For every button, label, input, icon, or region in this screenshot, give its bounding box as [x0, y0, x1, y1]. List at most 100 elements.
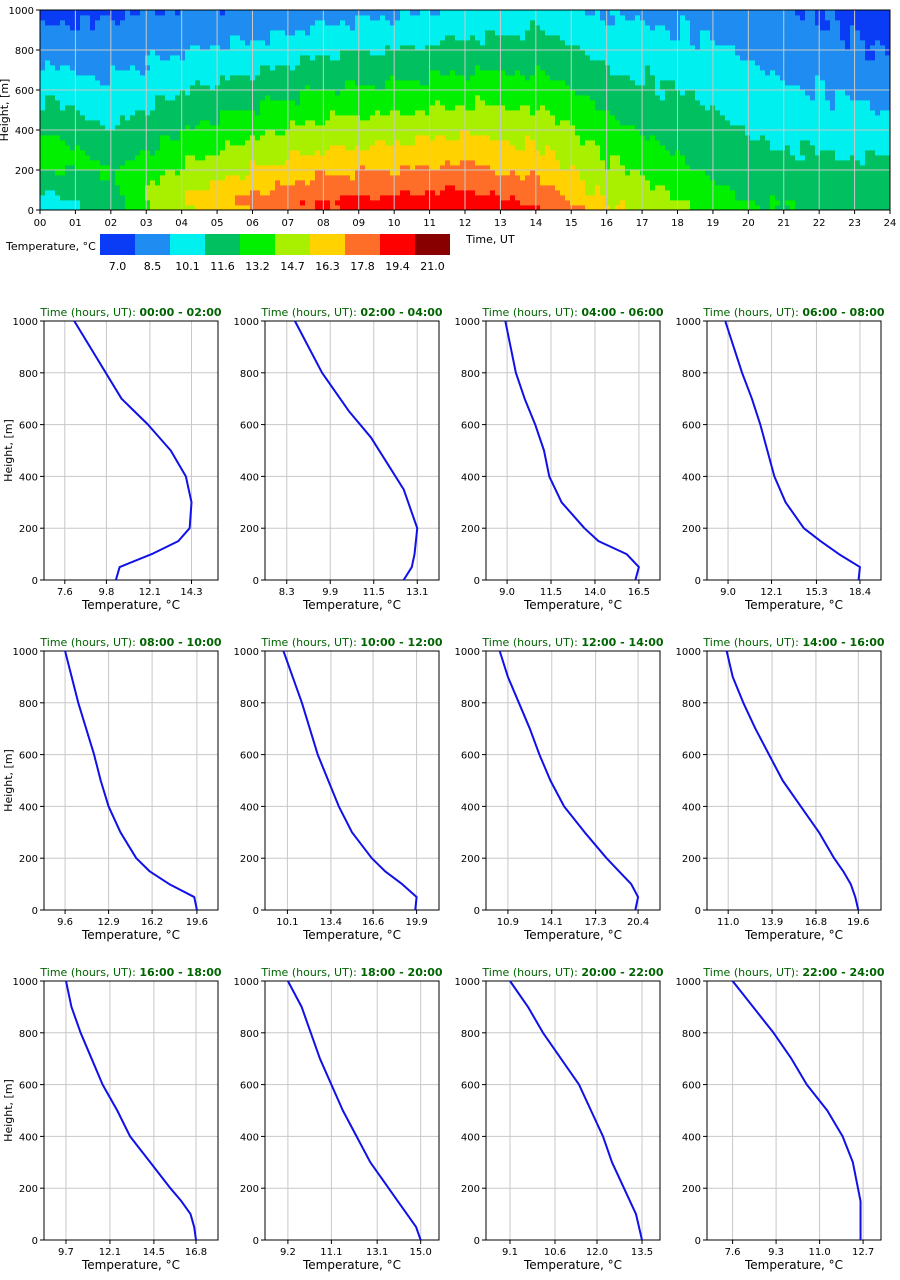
heatmap-cell	[75, 160, 81, 166]
heatmap-cell	[430, 115, 436, 121]
heatmap-cell	[430, 35, 436, 41]
heatmap-cell	[370, 160, 376, 166]
heatmap-cell	[480, 90, 486, 96]
heatmap-cell	[595, 40, 601, 46]
heatmap-cell	[85, 85, 91, 91]
heatmap-cell	[590, 160, 596, 166]
heatmap-cell	[510, 25, 516, 31]
heatmap-cell	[570, 10, 576, 16]
heatmap-cell	[275, 60, 281, 66]
heatmap-cell	[415, 95, 421, 101]
heatmap-cell	[220, 80, 226, 86]
heatmap-cell	[140, 120, 146, 126]
heatmap-cell	[495, 20, 501, 26]
heatmap-cell	[225, 190, 231, 196]
heatmap-cell	[155, 60, 161, 66]
heatmap-cell	[265, 120, 271, 126]
heatmap-cell	[630, 60, 636, 66]
heatmap-cell	[575, 180, 581, 186]
heatmap-cell	[165, 30, 171, 36]
heatmap-cell	[150, 180, 156, 186]
heatmap-cell	[435, 125, 441, 131]
heatmap-cell	[100, 185, 106, 191]
heatmap-cell	[185, 140, 191, 146]
heatmap-cell	[135, 105, 141, 111]
heatmap-cell	[485, 95, 491, 101]
heatmap-cell	[255, 20, 261, 26]
heatmap-cell	[390, 125, 396, 131]
heatmap-cell	[650, 75, 656, 81]
heatmap-cell	[200, 100, 206, 106]
heatmap-cell	[625, 175, 631, 181]
heatmap-cell	[405, 120, 411, 126]
heatmap-cell	[395, 85, 401, 91]
heatmap-cell	[365, 25, 371, 31]
heatmap-cell	[185, 145, 191, 151]
heatmap-cell	[470, 130, 476, 136]
heatmap-cell	[335, 155, 341, 161]
heatmap-cell	[430, 25, 436, 31]
heatmap-cell	[545, 35, 551, 41]
heatmap-cell	[205, 85, 211, 91]
heatmap-cell	[370, 60, 376, 66]
heatmap-cell	[545, 140, 551, 146]
heatmap-cell	[175, 40, 181, 46]
heatmap-cell	[455, 90, 461, 96]
heatmap-cell	[75, 100, 81, 106]
heatmap-cell	[445, 35, 451, 41]
heatmap-cell	[570, 65, 576, 71]
heatmap-cell	[315, 125, 321, 131]
heatmap-cell	[130, 10, 136, 16]
heatmap-cell	[360, 130, 366, 136]
heatmap-cell	[280, 55, 286, 61]
heatmap-cell	[195, 95, 201, 101]
heatmap-cell	[320, 45, 326, 51]
heatmap-cell	[170, 115, 176, 121]
heatmap-cell	[435, 180, 441, 186]
heatmap-cell	[275, 160, 281, 166]
heatmap-cell	[345, 165, 351, 171]
heatmap-cell	[465, 55, 471, 61]
heatmap-cell	[535, 200, 541, 206]
heatmap-cell	[480, 155, 486, 161]
heatmap-cell	[145, 25, 151, 31]
heatmap-cell	[355, 15, 361, 21]
heatmap-cell	[410, 125, 416, 131]
heatmap-cell	[450, 60, 456, 66]
heatmap-cell	[545, 65, 551, 71]
heatmap-cell	[365, 125, 371, 131]
heatmap-cell	[60, 180, 66, 186]
heatmap-cell	[410, 120, 416, 126]
heatmap-cell	[305, 45, 311, 51]
heatmap-cell	[405, 25, 411, 31]
heatmap-cell	[530, 205, 536, 211]
heatmap-cell	[330, 160, 336, 166]
heatmap-cell	[600, 45, 606, 51]
heatmap-cell	[270, 125, 276, 131]
heatmap-cell	[365, 100, 371, 106]
heatmap-cell	[485, 175, 491, 181]
heatmap-cell	[555, 90, 561, 96]
heatmap-cell	[85, 205, 91, 211]
heatmap-cell	[640, 155, 646, 161]
heatmap-cell	[75, 200, 81, 206]
heatmap-cell	[235, 30, 241, 36]
heatmap-cell	[445, 170, 451, 176]
heatmap-cell	[155, 200, 161, 206]
heatmap-cell	[555, 140, 561, 146]
heatmap-cell	[620, 200, 626, 206]
heatmap-cell	[40, 55, 46, 61]
heatmap-cell	[395, 50, 401, 56]
heatmap-cell	[415, 15, 421, 21]
heatmap-cell	[415, 70, 421, 76]
heatmap-cell	[365, 10, 371, 16]
heatmap-cell	[255, 110, 261, 116]
heatmap-cell	[515, 20, 521, 26]
heatmap-cell	[255, 50, 261, 56]
heatmap-cell	[370, 80, 376, 86]
heatmap-cell	[350, 135, 356, 141]
heatmap-cell	[95, 105, 101, 111]
heatmap-cell	[630, 140, 636, 146]
heatmap-cell	[155, 135, 161, 141]
heatmap-cell	[460, 185, 466, 191]
